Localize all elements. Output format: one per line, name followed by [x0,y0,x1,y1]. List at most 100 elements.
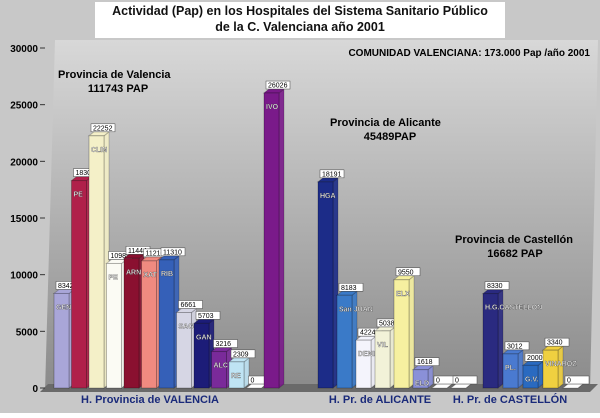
value-label: 18191 [322,171,342,178]
category-label: PE [109,274,119,281]
value-label: 11216 [146,250,165,257]
value-label-box [90,123,116,133]
value-label-box [338,283,364,292]
chart-title: de la C. Valenciana año 2001 [215,20,385,34]
category-label: SAG [179,324,195,331]
bar [336,294,353,389]
y-tick-label: 0 [32,384,38,395]
value-label: 0 [436,378,440,385]
bar [211,351,227,389]
value-label: 2309 [233,351,249,358]
value-label: 0 [567,378,571,385]
category-label: ELD [415,381,429,388]
value-label-box [414,357,440,366]
category-label: ARN [126,269,141,276]
value-label: 22252 [93,125,113,132]
bar-side [517,348,524,390]
value-label: 4224 [360,330,376,337]
y-tick-label: 20000 [10,157,38,168]
title-box [95,2,505,38]
province-total: 16682 PAP [487,248,542,260]
value-label: 8330 [487,283,503,290]
value-label-box [160,247,186,257]
category-label: San JUAN [339,306,373,313]
province-total: 45489PAP [364,131,416,143]
value-label: 11444 [128,248,147,255]
category-label: DENIA [358,351,380,358]
bar [317,181,334,389]
bar [123,257,140,389]
y-tick-label: 25000 [10,101,38,112]
group-label: H. Pr. de ALICANTE [329,394,431,406]
category-label: RE [231,373,241,380]
bar [522,364,539,389]
category-label: RIB [161,271,173,278]
value-label: 5038 [379,320,395,327]
value-label-box [452,375,478,385]
chart-title: Actividad (Pap) en los Hospitales del Si… [112,4,488,18]
category-label: H.G.CASTELLON [485,305,542,312]
category-label: XAT [144,272,158,279]
value-label-box [319,169,345,179]
bar [263,92,280,389]
bar [228,361,245,389]
y-tick-label: 30000 [10,44,38,55]
y-tick-label: 15000 [10,214,38,225]
category-label: PL. [505,365,516,372]
value-label: 3340 [547,340,563,347]
province-label: Provincia de Alicante [330,117,441,129]
value-label: 8342 [58,283,74,290]
category-label: PE [74,192,84,199]
category-label: VINAROZ [545,361,577,368]
group-label: H. Provincia de VALENCIA [81,394,219,406]
value-label-box [213,339,238,348]
value-label-box [230,349,256,359]
value-label: 18301 [76,170,96,177]
category-label: ELX [396,291,410,298]
value-label: 26026 [268,83,288,90]
bar [502,353,519,389]
category-label: GEN [56,304,71,311]
value-label-box [195,311,221,320]
province-label: Provincia de Castellón [455,234,573,246]
value-label-box [504,341,530,351]
value-label: 5703 [198,313,214,320]
category-label: G.V. [525,376,538,383]
bar [374,330,391,389]
bar [106,262,122,389]
bar [193,322,210,389]
value-label-box [178,300,203,309]
value-label-box [544,337,570,347]
bar [393,279,410,389]
y-tick-label: 5000 [16,327,39,338]
value-label-box [395,267,421,277]
bar [158,259,175,389]
bar-side [278,87,285,390]
value-label: 10989 [111,253,131,260]
value-label: 3216 [216,341,232,348]
category-label: CLIN [91,147,107,154]
value-label-box [484,281,510,290]
bar [88,135,105,389]
category-label: GAN [196,334,212,341]
category-label: HGA [320,193,336,200]
category-label: IVO [266,104,279,111]
y-tick-label: 10000 [10,271,38,282]
bar [412,369,429,389]
bar [355,339,372,389]
category-label: ALC [214,363,228,370]
value-label: 0 [455,378,459,385]
value-label: 11310 [163,249,182,256]
province-total: 111743 PAP [88,83,148,95]
value-label-box [265,80,291,90]
bar [176,312,192,389]
value-label: 6661 [181,302,197,309]
value-label: 8183 [341,285,357,292]
bar [141,260,157,389]
value-label: 3012 [507,343,523,350]
province-label: Provincia de Valencia [58,69,171,81]
value-label: 0 [251,378,255,385]
annotation: COMUNIDAD VALENCIANA: 173.000 Pap /año 2… [348,48,590,59]
bar [53,292,70,389]
